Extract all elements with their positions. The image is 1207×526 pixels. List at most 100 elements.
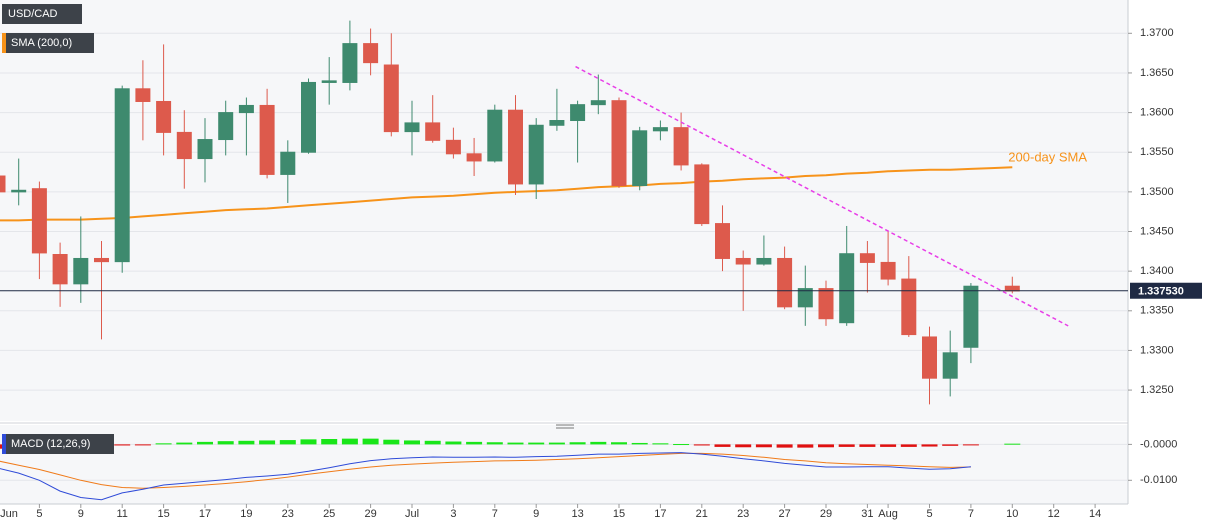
annotation: 200-day SMA: [1008, 150, 1087, 165]
candle-body: [94, 257, 109, 263]
candle-body: [73, 257, 89, 285]
chart-title: USD/CAD: [8, 8, 58, 20]
histogram-bar: [673, 444, 690, 446]
candle-body: [901, 278, 917, 336]
x-tick-label: 31: [861, 508, 873, 520]
histogram-bar: [652, 443, 669, 445]
histogram-bar: [507, 442, 524, 445]
histogram-bar: [383, 439, 400, 445]
histogram-bar: [176, 442, 193, 445]
histogram-bar: [279, 440, 296, 445]
candle-body: [487, 109, 503, 162]
histogram-bar: [404, 440, 420, 445]
x-tick-label: 7: [492, 508, 498, 520]
candle-body: [238, 104, 254, 114]
resize-handle[interactable]: [556, 424, 574, 429]
histogram-bar: [818, 444, 834, 448]
x-tick-label: 14: [1089, 508, 1101, 520]
candle-body: [342, 43, 358, 83]
candle-body: [197, 139, 213, 160]
histogram-bar: [466, 441, 483, 445]
legend-swatch: [2, 434, 6, 454]
candle-body: [445, 139, 461, 155]
legend-macd: MACD (12,26,9): [2, 434, 114, 454]
histogram-bar: [424, 440, 441, 445]
histogram-bar: [921, 444, 938, 447]
last-price-label: 1.337530: [1138, 286, 1184, 298]
candle-body: [156, 100, 172, 133]
candle-body: [280, 151, 296, 175]
y-tick-label: 1.3400: [1140, 265, 1174, 277]
candle-body: [880, 261, 896, 280]
x-tick-label: Jul: [405, 508, 419, 520]
histogram-bar: [693, 444, 710, 446]
histogram-bar: [300, 439, 317, 445]
x-tick-label: 10: [1006, 508, 1018, 520]
price-panel: [0, 0, 1128, 421]
legend-swatch: [2, 33, 6, 53]
histogram-bar: [900, 444, 917, 447]
y-tick-label: 1.3450: [1140, 225, 1174, 237]
legend-title: USD/CAD: [2, 4, 82, 24]
x-tick-label: 23: [737, 508, 749, 520]
candle-body: [52, 254, 68, 285]
y-tick-label: 1.3650: [1140, 67, 1174, 79]
candle-body: [425, 122, 441, 141]
histogram-bar: [859, 444, 876, 447]
x-tick-label: 7: [968, 508, 974, 520]
candle-body: [31, 188, 47, 254]
plot-layer: 1.3250 1.3300 1.3350 1.3400 1.3450 1.3500 1.35…: [0, 20, 1202, 520]
candle-body: [549, 120, 565, 126]
candle-body: [363, 43, 379, 64]
histogram-bar: [942, 444, 959, 446]
y-tick-label: 1.3350: [1140, 305, 1174, 317]
histogram-bar: [611, 442, 627, 445]
x-tick-label: 12: [1048, 508, 1060, 520]
x-tick-label: 17: [199, 508, 211, 520]
candle-body: [176, 131, 192, 160]
histogram-bar: [714, 444, 731, 447]
histogram-bar: [776, 444, 793, 448]
x-tick-label: 9: [533, 508, 539, 520]
histogram-bar: [735, 444, 752, 448]
x-tick-label: 15: [157, 508, 169, 520]
histogram-bar: [755, 444, 772, 448]
candle-body: [301, 81, 316, 153]
histogram-bar: [197, 441, 213, 445]
macd-title: MACD (12,26,9): [11, 438, 90, 450]
x-tick-label: Jun: [0, 508, 18, 520]
y-tick-label: 1.3500: [1140, 186, 1174, 198]
histogram-bar: [217, 441, 234, 445]
candle-body: [839, 253, 855, 324]
x-tick-label: 29: [820, 508, 832, 520]
x-tick-label: 23: [282, 508, 294, 520]
histogram-bar: [880, 444, 897, 447]
x-tick-label: Aug: [878, 508, 898, 520]
candle-body: [11, 189, 27, 193]
macd-panel: [0, 425, 1128, 504]
candle-body: [735, 257, 751, 265]
candle-body: [466, 153, 482, 162]
x-tick-label: 5: [36, 508, 42, 520]
candle-body: [259, 104, 275, 175]
candle-body: [508, 109, 523, 185]
histogram-bar: [259, 440, 276, 445]
x-tick-label: 5: [926, 508, 932, 520]
candle-body: [590, 100, 606, 106]
candle-body: [859, 253, 875, 263]
candle-body: [218, 112, 234, 141]
y-tick-label: 1.3700: [1140, 27, 1174, 39]
candle-body: [756, 257, 772, 265]
candle-body: [383, 64, 399, 133]
x-tick-label: 21: [696, 508, 708, 520]
last-price-box: [1130, 282, 1202, 299]
x-tick-label: 9: [78, 508, 84, 520]
histogram-bar: [362, 438, 379, 445]
histogram-bar: [321, 439, 338, 445]
candle-body: [570, 104, 586, 122]
candle-body: [673, 127, 689, 166]
histogram-bar: [155, 443, 172, 445]
candle-body: [963, 285, 979, 348]
legend-label: SMA (200,0): [11, 37, 72, 49]
